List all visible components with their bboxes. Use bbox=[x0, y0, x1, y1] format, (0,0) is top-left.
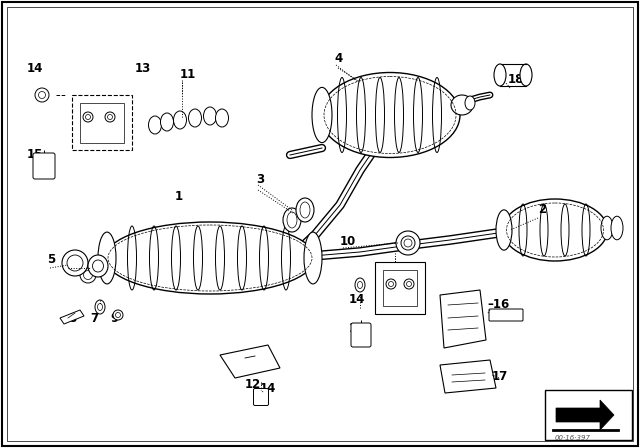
FancyBboxPatch shape bbox=[545, 390, 632, 440]
Text: 10: 10 bbox=[340, 235, 356, 248]
Polygon shape bbox=[60, 310, 84, 324]
Ellipse shape bbox=[520, 64, 532, 86]
Ellipse shape bbox=[105, 222, 315, 294]
Ellipse shape bbox=[296, 198, 314, 222]
FancyBboxPatch shape bbox=[500, 64, 526, 86]
FancyBboxPatch shape bbox=[375, 262, 425, 314]
Ellipse shape bbox=[320, 73, 460, 158]
Text: 14: 14 bbox=[349, 293, 365, 306]
Text: 4: 4 bbox=[334, 52, 342, 65]
FancyBboxPatch shape bbox=[489, 309, 523, 321]
Polygon shape bbox=[220, 345, 280, 378]
Text: 1: 1 bbox=[175, 190, 183, 203]
Ellipse shape bbox=[173, 111, 186, 129]
Ellipse shape bbox=[98, 232, 116, 284]
Ellipse shape bbox=[404, 279, 414, 289]
Ellipse shape bbox=[386, 279, 396, 289]
Text: 6: 6 bbox=[65, 253, 73, 266]
Ellipse shape bbox=[204, 107, 216, 125]
Ellipse shape bbox=[80, 267, 96, 283]
Ellipse shape bbox=[355, 278, 365, 292]
Ellipse shape bbox=[35, 88, 49, 102]
Text: 5: 5 bbox=[47, 253, 55, 266]
Ellipse shape bbox=[189, 109, 202, 127]
Ellipse shape bbox=[312, 87, 332, 142]
Text: 13: 13 bbox=[135, 62, 151, 75]
Text: 8: 8 bbox=[68, 312, 76, 325]
Ellipse shape bbox=[161, 113, 173, 131]
Text: 17: 17 bbox=[492, 370, 508, 383]
Text: 13: 13 bbox=[393, 293, 409, 306]
Ellipse shape bbox=[283, 208, 301, 232]
Ellipse shape bbox=[304, 232, 322, 284]
Ellipse shape bbox=[216, 109, 228, 127]
Ellipse shape bbox=[148, 116, 161, 134]
Text: 00·16·397: 00·16·397 bbox=[555, 435, 591, 441]
Text: 18: 18 bbox=[508, 73, 524, 86]
Ellipse shape bbox=[465, 96, 475, 110]
Ellipse shape bbox=[401, 236, 415, 250]
Ellipse shape bbox=[601, 216, 613, 240]
Ellipse shape bbox=[113, 310, 123, 320]
Ellipse shape bbox=[83, 112, 93, 122]
Polygon shape bbox=[556, 400, 614, 430]
Text: 15: 15 bbox=[349, 322, 365, 335]
Text: 3: 3 bbox=[256, 173, 264, 186]
Ellipse shape bbox=[88, 255, 108, 277]
Ellipse shape bbox=[502, 199, 607, 261]
Text: 2: 2 bbox=[538, 203, 546, 216]
Text: 9: 9 bbox=[110, 312, 118, 325]
Text: 15: 15 bbox=[27, 148, 44, 161]
FancyBboxPatch shape bbox=[72, 95, 132, 150]
Text: 12: 12 bbox=[245, 378, 261, 391]
Ellipse shape bbox=[396, 231, 420, 255]
Ellipse shape bbox=[494, 64, 506, 86]
Text: 14: 14 bbox=[27, 62, 44, 75]
Ellipse shape bbox=[611, 216, 623, 240]
Text: 7: 7 bbox=[90, 312, 98, 325]
Text: –16: –16 bbox=[487, 298, 509, 311]
Polygon shape bbox=[440, 290, 486, 348]
FancyBboxPatch shape bbox=[33, 153, 55, 179]
FancyBboxPatch shape bbox=[351, 323, 371, 347]
Text: 14: 14 bbox=[260, 382, 276, 395]
Ellipse shape bbox=[62, 250, 88, 276]
FancyBboxPatch shape bbox=[253, 388, 269, 405]
Polygon shape bbox=[440, 360, 496, 393]
Ellipse shape bbox=[496, 210, 512, 250]
Ellipse shape bbox=[105, 112, 115, 122]
Text: 11: 11 bbox=[180, 68, 196, 81]
Ellipse shape bbox=[95, 300, 105, 314]
Ellipse shape bbox=[451, 95, 473, 115]
